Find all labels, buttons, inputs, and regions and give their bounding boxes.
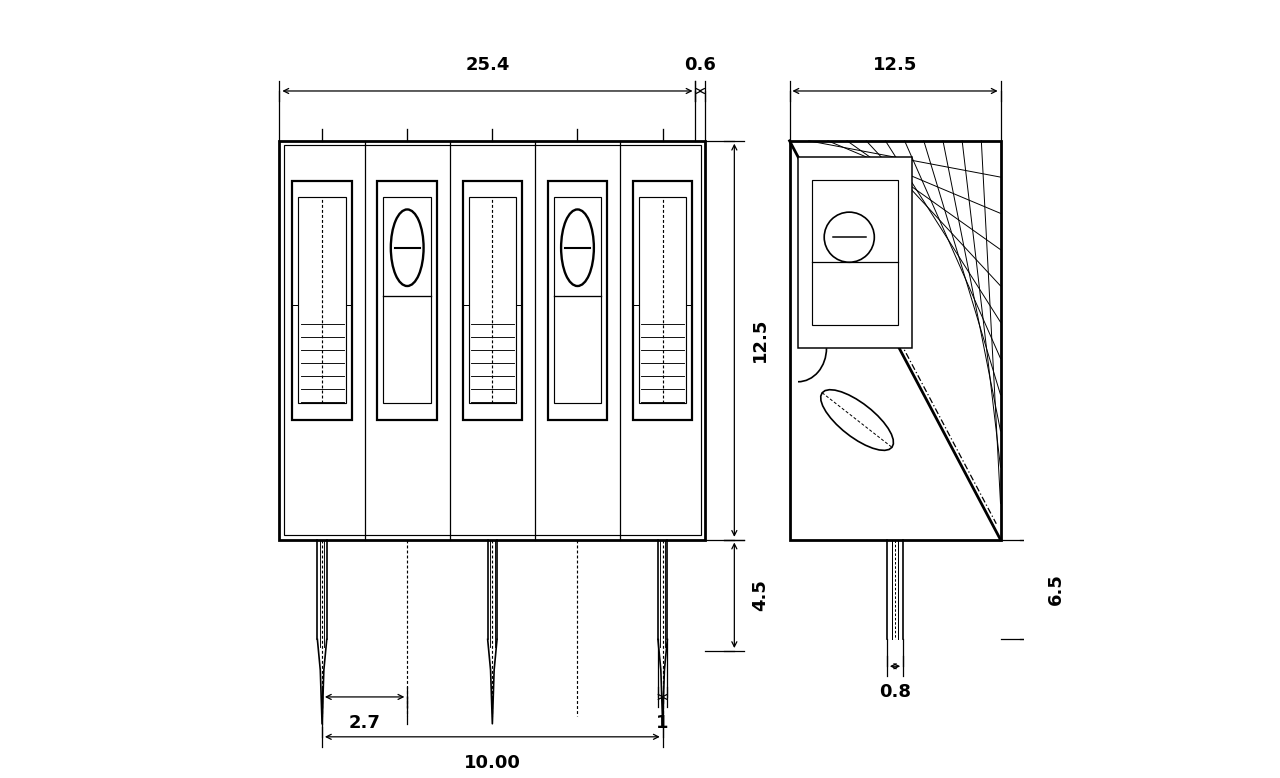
Bar (548, 180, 607, 420)
Bar (279, 141, 705, 540)
Text: 10.00: 10.00 (463, 754, 521, 772)
Text: 1: 1 (657, 713, 669, 732)
Ellipse shape (824, 212, 874, 262)
Ellipse shape (561, 209, 594, 286)
Text: 6.5: 6.5 (1047, 573, 1065, 605)
Bar (284, 145, 700, 535)
Bar (790, 141, 1001, 540)
Bar (462, 180, 522, 420)
Bar (812, 180, 899, 325)
Text: 0.8: 0.8 (879, 683, 911, 701)
Bar (384, 198, 431, 403)
Text: 25.4: 25.4 (465, 56, 509, 74)
Text: 12.5: 12.5 (873, 56, 918, 74)
Text: 4.5: 4.5 (751, 580, 769, 612)
Bar (468, 198, 516, 403)
Bar (378, 180, 436, 420)
Bar (298, 198, 346, 403)
Bar (797, 157, 911, 349)
Text: 2.7: 2.7 (348, 713, 380, 732)
Bar (554, 198, 602, 403)
Bar (639, 198, 686, 403)
Bar (632, 180, 692, 420)
Bar (292, 180, 352, 420)
Polygon shape (820, 390, 893, 450)
Text: 12.5: 12.5 (751, 318, 769, 363)
Ellipse shape (390, 209, 424, 286)
Text: 0.6: 0.6 (685, 56, 717, 74)
